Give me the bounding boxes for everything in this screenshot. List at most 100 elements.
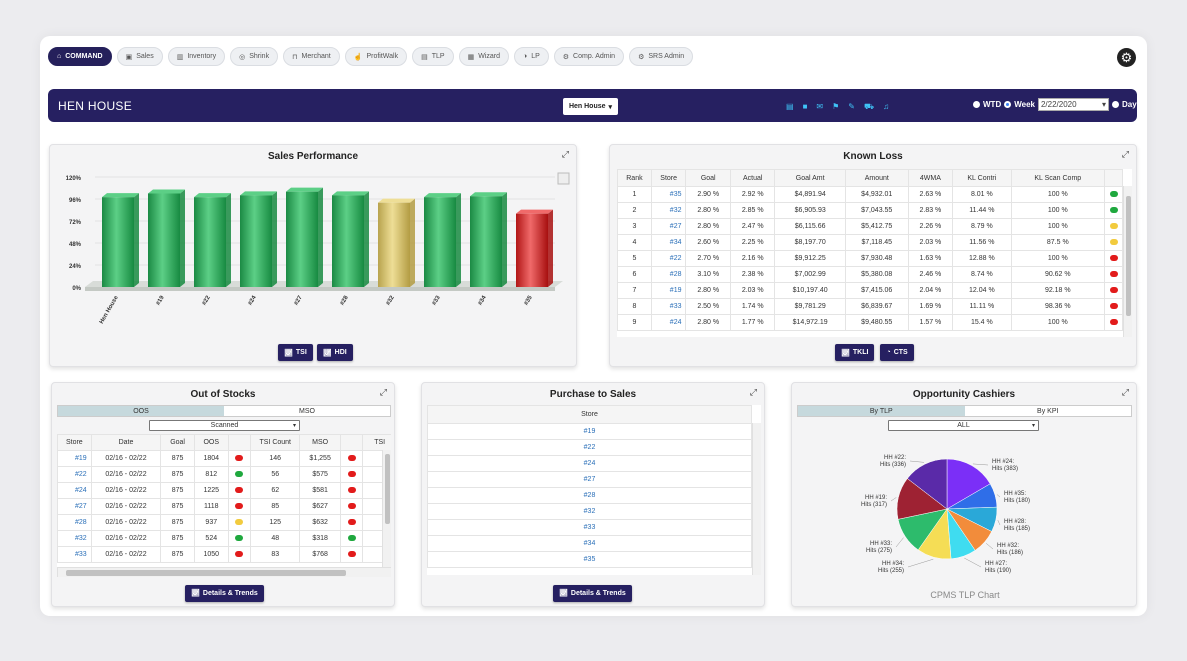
- wtd-radio[interactable]: [973, 101, 980, 108]
- bar[interactable]: [332, 191, 369, 287]
- known-loss-panel: Known Loss ⤢ Rank Store Goal Actual Goal Amt…: [609, 144, 1137, 367]
- leader-line: [890, 497, 897, 502]
- scrollbar[interactable]: [1123, 186, 1132, 337]
- store-link[interactable]: #24: [650, 314, 687, 331]
- hdi-button[interactable]: 📈︎ HDI: [316, 344, 353, 361]
- nav-merchant[interactable]: ⊓ Merchant: [283, 47, 340, 66]
- store-link[interactable]: #32: [57, 530, 92, 547]
- cashier-filter-select[interactable]: ALL ▾: [888, 420, 1039, 431]
- store-link[interactable]: #33: [57, 546, 92, 563]
- store-link[interactable]: #19: [57, 450, 92, 467]
- store-link[interactable]: #32: [427, 503, 752, 520]
- nav-inventory[interactable]: ▥ Inventory: [167, 47, 226, 66]
- week-date-select[interactable]: 2/22/2020 ▾: [1037, 98, 1109, 111]
- store-link[interactable]: #22: [427, 439, 752, 456]
- settings-gear-icon[interactable]: ⚙: [1117, 48, 1136, 67]
- y-tick-label: 120%: [66, 176, 82, 182]
- tsi-button[interactable]: 📈︎ TSI: [278, 344, 313, 361]
- flag-icon[interactable]: ⚑: [832, 102, 840, 111]
- store-link[interactable]: #35: [650, 186, 687, 203]
- expand-icon[interactable]: ⤢: [1121, 387, 1129, 397]
- table-cell: $1,255: [299, 450, 341, 467]
- store-link[interactable]: #33: [650, 298, 687, 315]
- table-cell: 02/16 - 02/22: [90, 450, 162, 467]
- table-cell: 875: [160, 498, 195, 515]
- store-link[interactable]: #27: [57, 498, 92, 515]
- bar[interactable]: [378, 198, 415, 287]
- day-radio[interactable]: [1111, 101, 1119, 108]
- cts-button[interactable]: ◔ CTS: [880, 344, 914, 361]
- tab-oos[interactable]: OOS: [58, 406, 224, 416]
- pie-slice[interactable]: [907, 458, 948, 510]
- expand-icon[interactable]: ⤢: [561, 149, 569, 159]
- bar[interactable]: [194, 193, 231, 287]
- nav-wizard[interactable]: ▦ Wizard: [458, 47, 509, 66]
- oos-filter-select[interactable]: Scanned ▾: [149, 420, 300, 431]
- status-dot-icon: [347, 550, 356, 557]
- table-row: #27: [427, 471, 752, 488]
- file-icon[interactable]: ▤: [786, 102, 794, 111]
- table-cell: 875: [160, 466, 195, 483]
- tkli-button[interactable]: 📈︎ TKLI: [835, 344, 875, 361]
- chart-export-icon[interactable]: [557, 172, 570, 185]
- store-link[interactable]: #24: [57, 482, 92, 499]
- expand-icon[interactable]: ⤢: [749, 387, 757, 397]
- video-icon[interactable]: ■: [802, 102, 808, 111]
- envelope-icon[interactable]: ✉: [816, 102, 824, 111]
- tab-mso[interactable]: MSO: [224, 406, 390, 416]
- bar[interactable]: [148, 189, 185, 288]
- bar[interactable]: [102, 193, 139, 287]
- store-link[interactable]: #22: [650, 250, 687, 267]
- store-link[interactable]: #28: [57, 514, 92, 531]
- nav-label: Shrink: [249, 53, 270, 60]
- store-link[interactable]: #32: [650, 202, 687, 219]
- store-link[interactable]: #34: [650, 234, 687, 251]
- table-cell: 7: [617, 282, 652, 299]
- expand-icon[interactable]: ⤢: [379, 387, 387, 397]
- week-date-value: 2/22/2020: [1040, 100, 1077, 109]
- table-cell: 100 %: [1010, 250, 1106, 267]
- nav-command[interactable]: ⌂ COMMAND: [48, 47, 112, 66]
- bell-icon[interactable]: ♫: [883, 102, 890, 111]
- week-radio[interactable]: [1004, 101, 1012, 108]
- nav-lp[interactable]: ◑ LP: [513, 47, 549, 66]
- nav-shrink[interactable]: ◎ Shrink: [230, 47, 279, 66]
- bar[interactable]: [516, 209, 553, 287]
- store-link[interactable]: #35: [427, 551, 752, 568]
- bar[interactable]: [470, 192, 507, 287]
- edit-icon[interactable]: ✎: [848, 102, 855, 111]
- table-cell: 2: [617, 202, 652, 219]
- store-link[interactable]: #19: [427, 423, 752, 440]
- store-link[interactable]: #28: [650, 266, 687, 283]
- horizontal-scrollbar[interactable]: [57, 567, 391, 577]
- nav-tlp[interactable]: ▤ TLP: [412, 47, 454, 66]
- nav-srs-admin[interactable]: ⚙ SRS Admin: [629, 47, 694, 66]
- store-link[interactable]: #27: [650, 218, 687, 235]
- store-link[interactable]: #33: [427, 519, 752, 536]
- cart-icon[interactable]: ⛟: [863, 102, 875, 111]
- store-link[interactable]: #19: [650, 282, 687, 299]
- store-link[interactable]: #27: [427, 471, 752, 488]
- store-link[interactable]: #24: [427, 455, 752, 472]
- scrollbar[interactable]: [382, 450, 391, 567]
- nav-comp-admin[interactable]: ⚙ Comp. Admin: [553, 47, 625, 66]
- table-cell: 8.01 %: [952, 186, 1012, 203]
- nav-profitwalk[interactable]: ☝ ProfitWalk: [344, 47, 408, 66]
- store-link[interactable]: #34: [427, 535, 752, 552]
- expand-icon[interactable]: ⤢: [1121, 149, 1129, 159]
- scrollbar[interactable]: [752, 423, 761, 575]
- status-dot-icon: [235, 550, 244, 557]
- table-cell: 83: [250, 546, 301, 563]
- tab-by-tlp[interactable]: By TLP: [798, 406, 965, 416]
- bar[interactable]: [424, 193, 461, 287]
- bar[interactable]: [286, 187, 323, 287]
- pts-details-trends-button[interactable]: 📈︎ Details & Trends: [553, 584, 632, 602]
- pie-slice[interactable]: [946, 458, 991, 510]
- bar[interactable]: [240, 191, 277, 287]
- store-select[interactable]: Hen House ▾: [563, 98, 618, 115]
- store-link[interactable]: #28: [427, 487, 752, 504]
- oos-details-trends-button[interactable]: 📈︎ Details & Trends: [185, 584, 264, 602]
- tab-by-kpi[interactable]: By KPI: [964, 406, 1131, 416]
- store-link[interactable]: #22: [57, 466, 92, 483]
- nav-sales[interactable]: ▣ Sales: [116, 47, 163, 66]
